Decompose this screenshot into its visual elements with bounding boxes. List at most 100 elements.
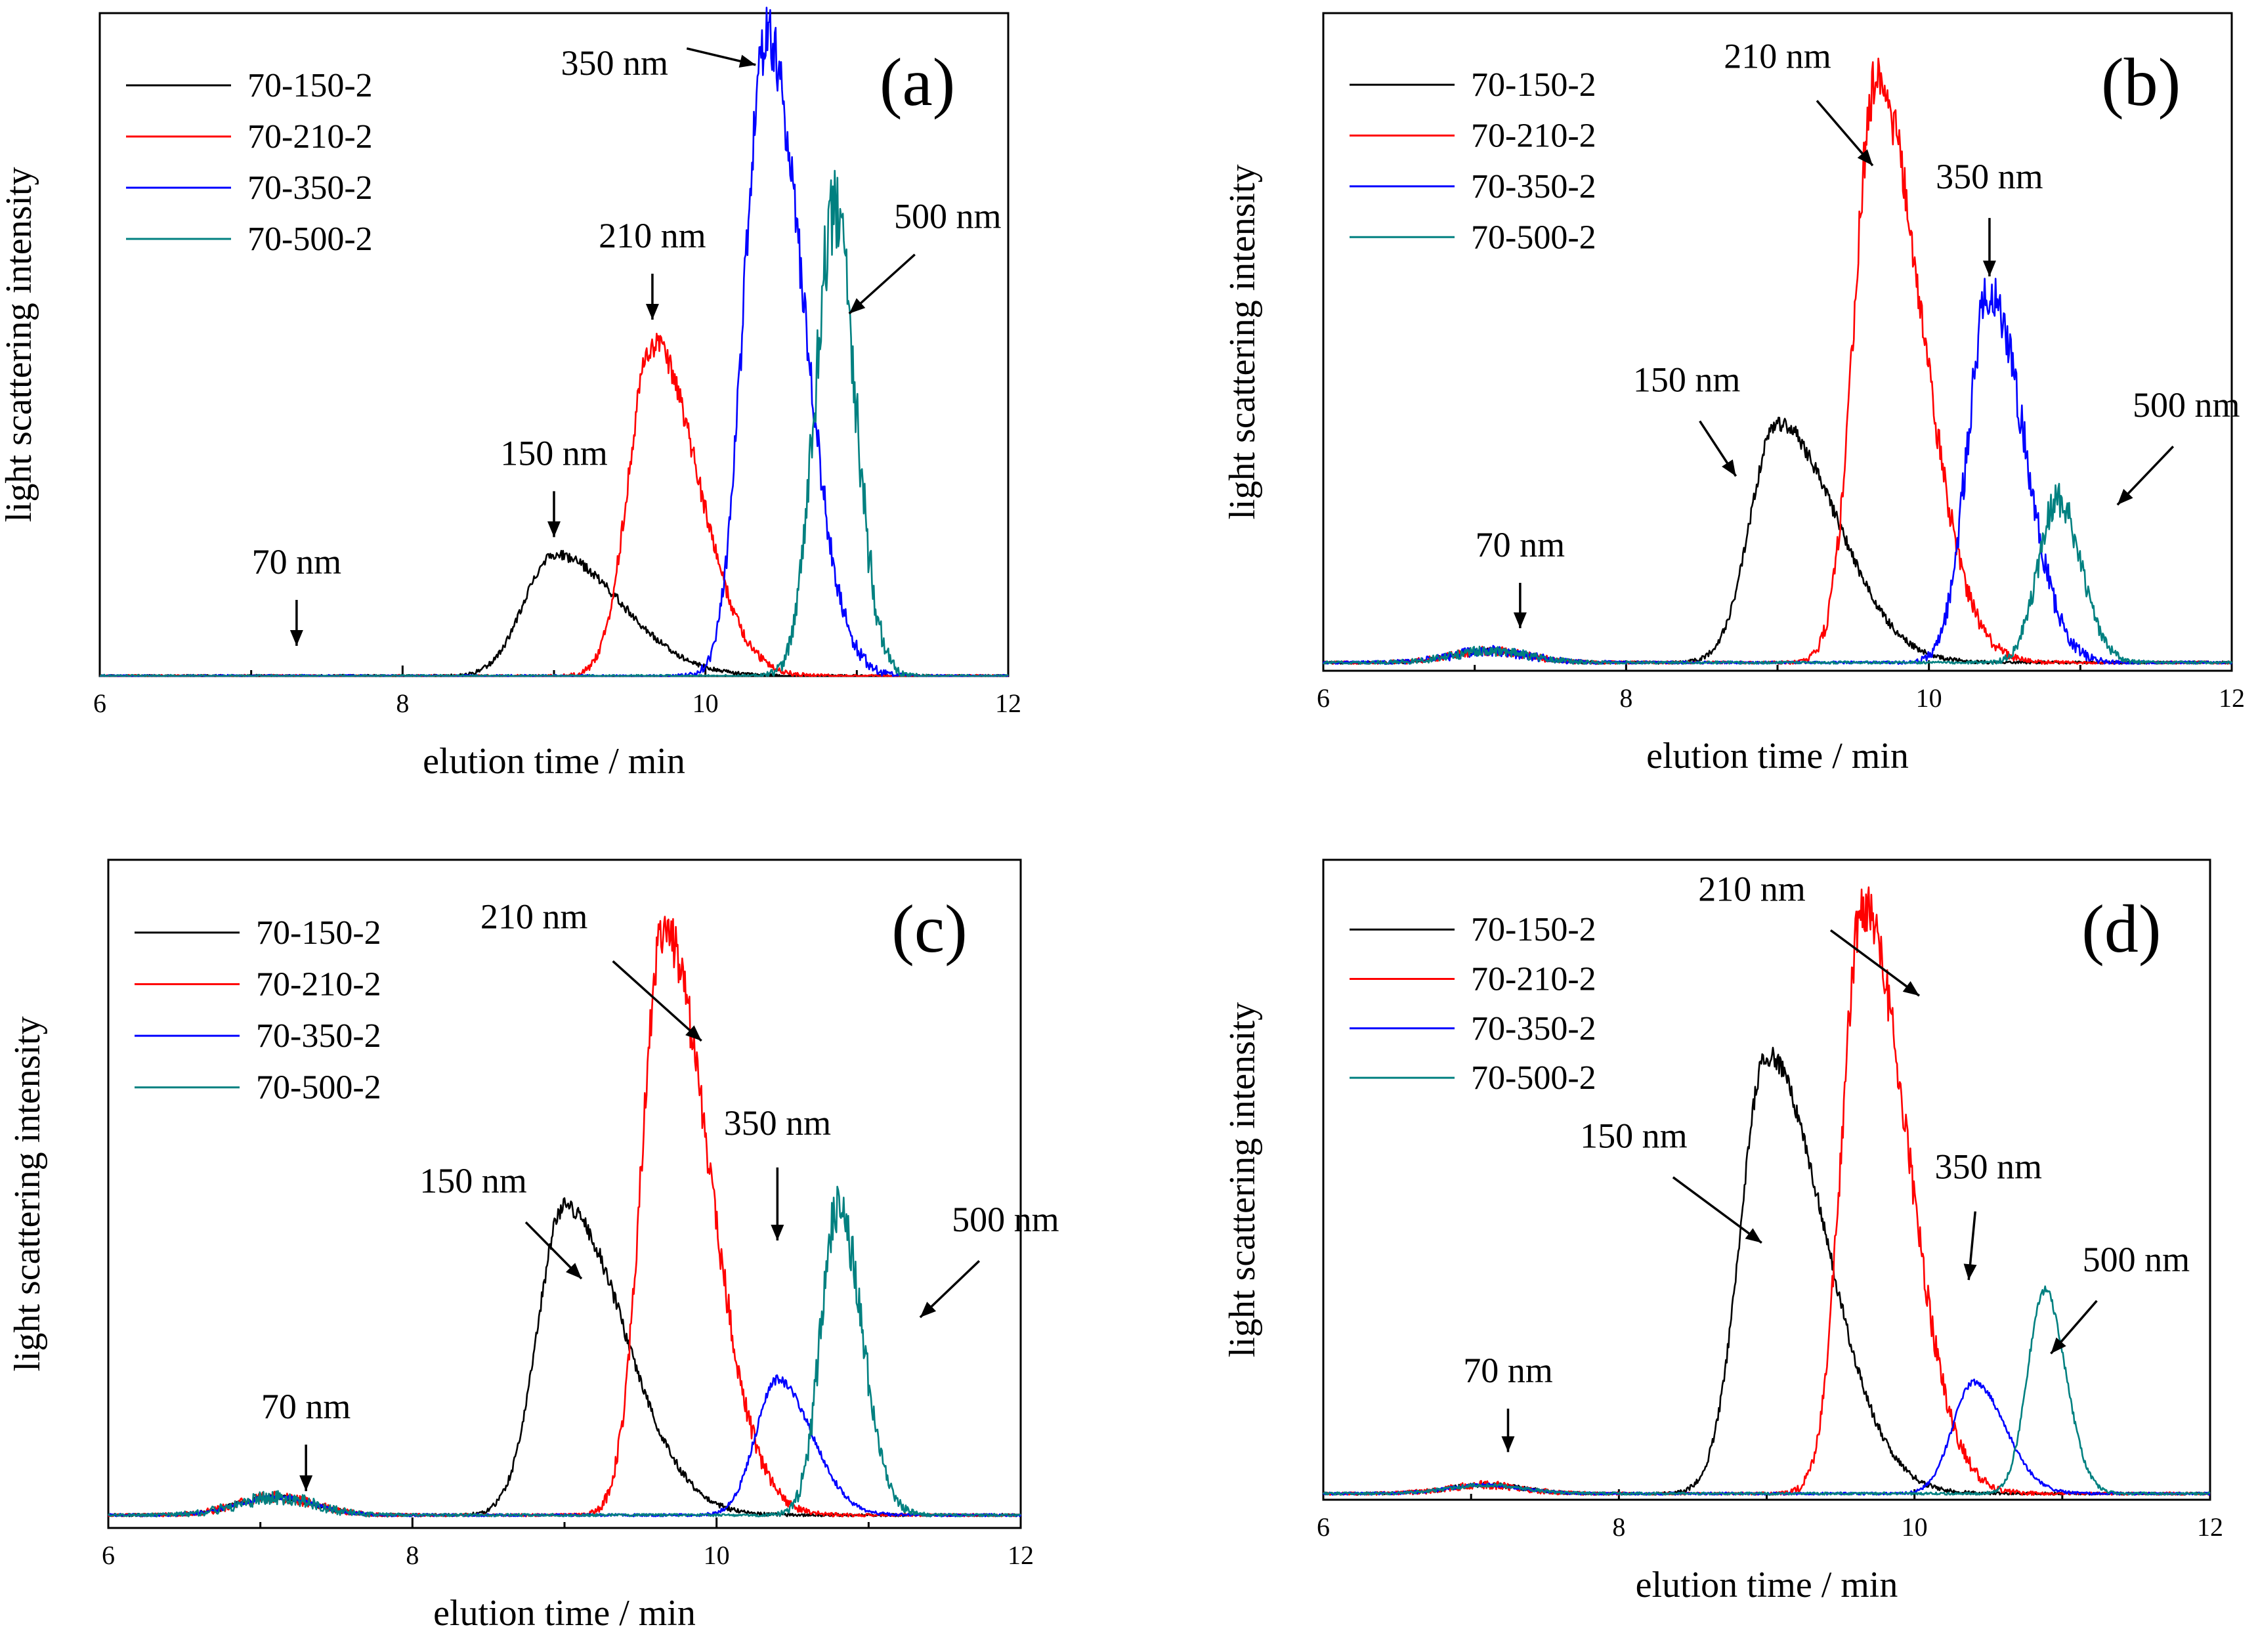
legend-label: 70-150-2 [247,67,373,104]
legend-label: 70-350-2 [256,1017,381,1055]
series-line-70-500-2 [1323,1285,2211,1496]
annotation-label: 210 nm [1698,869,1806,908]
x-tick-label: 6 [1317,683,1330,713]
annotation-label: 350 nm [561,43,669,83]
annotation-arrowhead [1902,981,1919,996]
x-tick-label: 8 [396,688,409,718]
x-tick-label: 10 [1902,1512,1928,1542]
annotation-arrowhead [566,1263,582,1279]
series-line-70-150-2 [108,1197,1021,1517]
annotation-arrowhead [685,1025,702,1041]
series-line-70-210-2 [1323,57,2232,666]
annotation-arrow [1829,929,1921,997]
annotation-arrowhead [1501,1436,1515,1452]
legend-label: 70-150-2 [1471,911,1596,948]
legend-label: 70-500-2 [1471,1059,1596,1097]
annotation-label: 70 nm [1463,1351,1553,1390]
annotation-label: 500 nm [952,1200,1059,1239]
x-tick-label: 6 [102,1540,115,1570]
annotation-arrow [1672,1176,1762,1244]
series-line-70-350-2 [108,1374,1022,1517]
legend-label: 70-210-2 [256,965,381,1003]
x-axis-title: elution time / min [423,741,685,782]
annotation-arrowhead [289,630,303,646]
annotation-label: 500 nm [2133,385,2240,425]
annotation-label: 500 nm [894,197,1002,236]
annotation-arrowhead [849,298,866,314]
x-axis-title: elution time / min [1646,736,1909,776]
chart-panel-c: 6 8 10 12 elution time / min light scattering… [7,858,1059,1634]
legend-label: 70-350-2 [1471,1010,1596,1048]
x-tick-label: 8 [1619,683,1632,713]
chart-panel-a: 6 8 10 12 elution time / min light scattering… [0,7,1021,782]
annotation-label: 150 nm [500,433,608,473]
annotation-arrowhead [1963,1263,1977,1281]
legend-label: 70-150-2 [1471,66,1596,104]
annotation-arrowhead [771,1225,784,1241]
legend-label: 70-500-2 [247,221,373,258]
annotation-label: 150 nm [1580,1116,1688,1156]
x-tick-label: 12 [995,688,1021,718]
annotation-arrowhead [1745,1228,1762,1243]
annotation-arrowhead [1722,459,1736,477]
series-line-70-500-2 [108,1185,1021,1518]
annotation-label: 350 nm [1936,157,2043,196]
legend-label: 70-350-2 [1471,168,1596,205]
legend-label: 70-500-2 [1471,219,1596,256]
annotation-arrowhead [920,1302,937,1318]
x-tick-label: 8 [406,1540,419,1570]
annotation-arrowhead [1513,612,1527,629]
plot-frame [1322,12,2233,672]
series-line-70-350-2 [1322,278,2232,666]
series-line-70-210-2 [108,916,1022,1517]
legend-label: 70-350-2 [247,169,373,207]
annotation-arrowhead [2117,488,2133,505]
chart-panel-d: 6 8 10 12 elution time / min light scattering… [1222,858,2223,1605]
annotation-label: 210 nm [1724,36,1831,75]
x-tick-label: 12 [1008,1540,1034,1570]
y-axis-title: light scattering intensity [1222,1002,1263,1357]
legend-label: 70-210-2 [1471,117,1596,155]
series-line-70-210-2 [1323,886,2211,1496]
y-axis-title: light scattering intensity [0,167,39,522]
annotation-arrowhead [738,54,756,68]
x-tick-label: 10 [704,1540,730,1570]
x-tick-label: 12 [2197,1512,2223,1542]
plot-frame [107,858,1022,1529]
annotation-label: 500 nm [2083,1240,2190,1279]
panel-label: (a) [880,45,955,120]
annotation-label: 150 nm [419,1161,527,1200]
annotation-label: 70 nm [252,542,342,582]
annotation-arrowhead [547,521,561,538]
panel-label: (c) [891,891,967,967]
panel-label: (d) [2081,891,2161,967]
x-tick-label: 12 [2219,683,2245,713]
y-axis-title: light scattering intensity [7,1016,48,1371]
legend-label: 70-210-2 [247,118,373,156]
annotation-arrowhead [299,1475,313,1491]
x-tick-label: 6 [93,688,106,718]
series-line-70-500-2 [1323,482,2233,666]
panel-label: (b) [2101,45,2181,120]
x-tick-label: 6 [1317,1512,1330,1542]
annotation-arrowhead [1857,149,1873,166]
annotation-label: 150 nm [1633,360,1741,400]
annotation-label: 70 nm [1476,525,1566,564]
annotation-arrowhead [1982,261,1996,277]
annotation-label: 210 nm [599,216,706,255]
series-line-70-350-2 [1322,1378,2211,1496]
annotation-arrow [612,960,702,1042]
annotation-arrowhead [2051,1337,2066,1354]
x-axis-title: elution time / min [1636,1565,1898,1605]
annotation-label: 350 nm [1934,1147,2042,1187]
x-tick-label: 8 [1612,1512,1625,1542]
annotation-label: 210 nm [480,897,588,936]
annotation-arrowhead [645,303,659,320]
series-line-70-500-2 [99,169,1009,677]
legend-label: 70-150-2 [256,914,381,952]
legend-label: 70-210-2 [1471,960,1596,998]
legend-label: 70-500-2 [256,1069,381,1107]
annotation-label: 70 nm [261,1387,351,1426]
series-line-70-150-2 [1323,416,2232,665]
